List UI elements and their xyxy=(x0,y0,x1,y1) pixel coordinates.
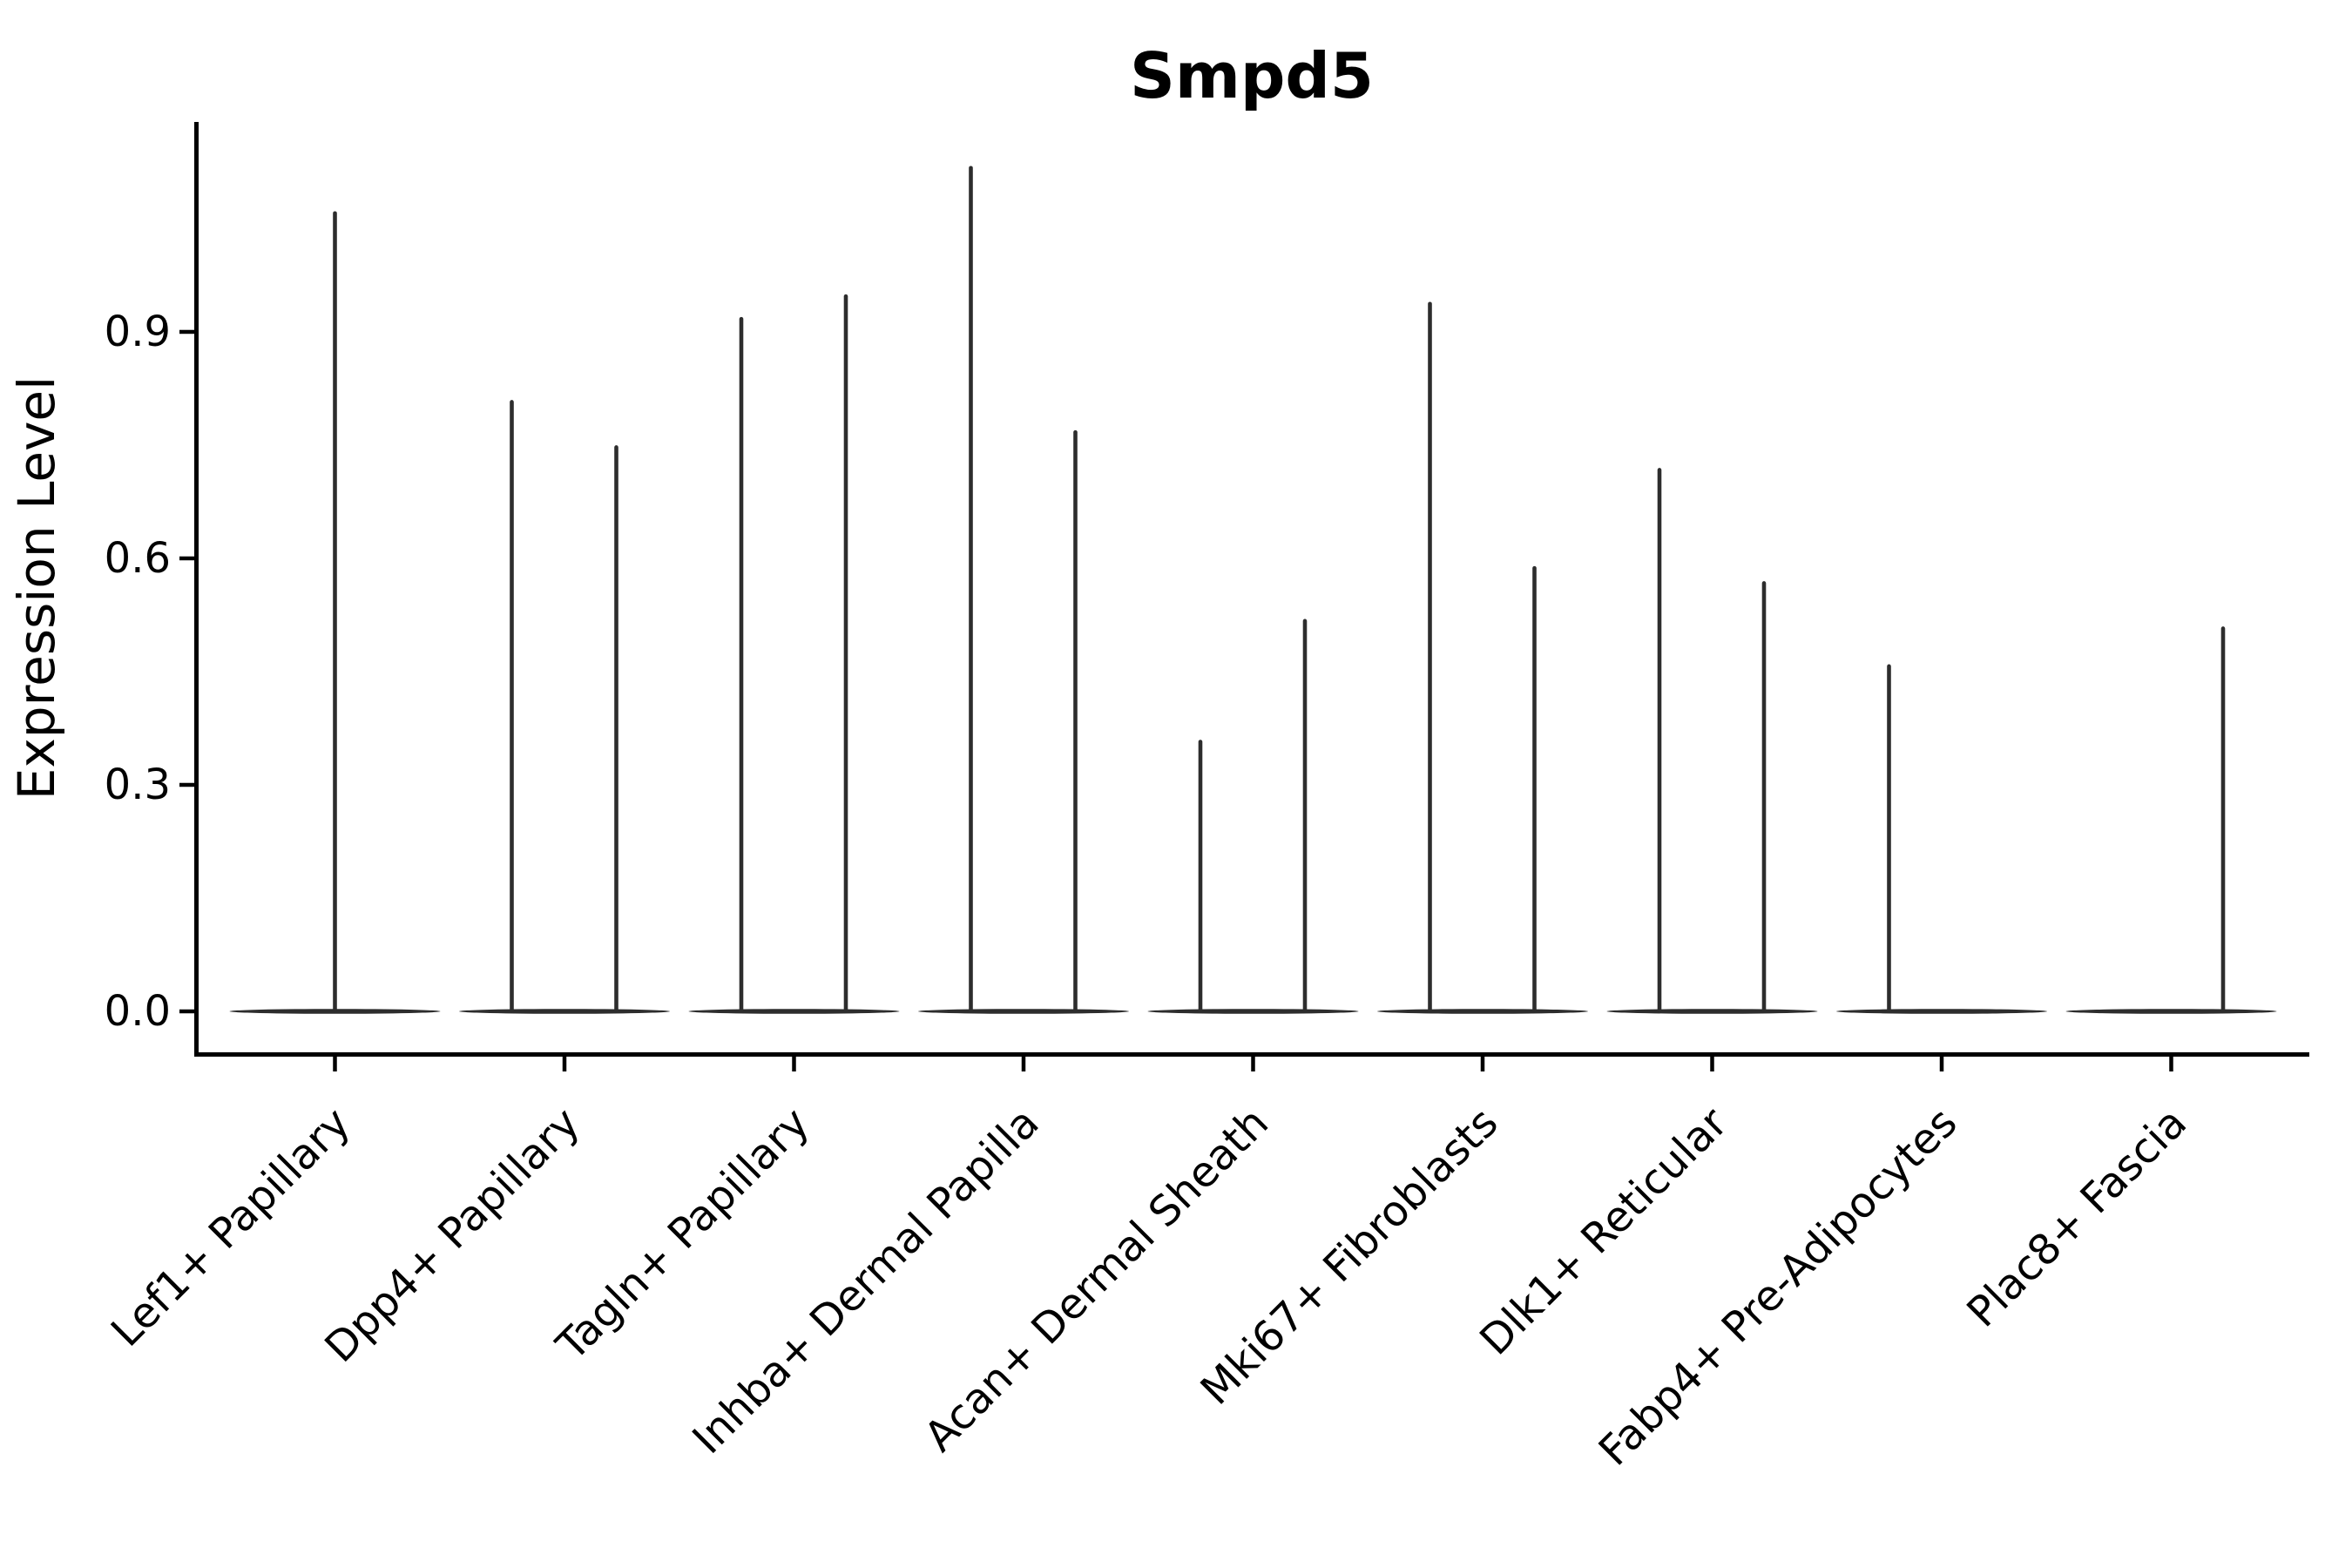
violins-layer xyxy=(229,166,2277,1014)
x-tick-mark xyxy=(1710,1057,1714,1071)
x-tick-label: Dlk1+ Reticular xyxy=(1470,1098,1737,1365)
violin-9 xyxy=(2065,626,2277,1014)
violin-4 xyxy=(918,166,1129,1014)
violin-7 xyxy=(1606,468,1818,1014)
violin-6 xyxy=(1377,301,1588,1014)
x-tick-mark xyxy=(1021,1057,1026,1071)
y-tick-label: 0.9 xyxy=(105,308,171,356)
violin-base xyxy=(688,1009,900,1014)
y-tick-mark xyxy=(179,556,194,561)
axes-layer xyxy=(179,122,2309,1071)
violin-2 xyxy=(459,400,670,1014)
y-tick-mark xyxy=(179,1009,194,1014)
x-tick-mark xyxy=(1480,1057,1485,1071)
chart-title: Smpd5 xyxy=(1130,39,1374,112)
y-tick-label: 0.6 xyxy=(105,534,171,583)
violin-base xyxy=(2065,1009,2277,1014)
x-axis-spine xyxy=(194,1052,2309,1057)
x-tick-label: Tagln+ Papillary xyxy=(547,1098,819,1370)
violin-8 xyxy=(1836,664,2047,1014)
x-tick-mark xyxy=(792,1057,796,1071)
y-tick-label: 0.3 xyxy=(105,760,171,809)
x-tick-mark xyxy=(562,1057,567,1071)
x-tick-mark xyxy=(333,1057,337,1071)
violin-3 xyxy=(688,294,900,1014)
x-tick-mark xyxy=(1939,1057,1944,1071)
y-axis-label: Expression Level xyxy=(7,376,66,800)
y-axis-spine xyxy=(194,122,199,1057)
violin-5 xyxy=(1147,618,1359,1014)
violin-1 xyxy=(229,211,441,1014)
x-tick-mark xyxy=(2169,1057,2173,1071)
x-tick-label: Lef1+ Papillary xyxy=(102,1098,360,1356)
x-tick-label: Dpp4+ Papillary xyxy=(315,1098,589,1372)
y-tick-mark xyxy=(179,329,194,335)
violin-base xyxy=(1147,1009,1359,1014)
y-tick-mark xyxy=(179,782,194,787)
violin-base xyxy=(918,1009,1129,1014)
violin-base xyxy=(1606,1009,1818,1014)
y-tick-label: 0.0 xyxy=(105,987,171,1036)
violin-base xyxy=(1836,1009,2047,1014)
violin-base xyxy=(1377,1009,1588,1014)
x-tick-mark xyxy=(1251,1057,1255,1071)
violin-base xyxy=(459,1009,670,1014)
x-tick-label: Plac8+ Fascia xyxy=(1957,1098,2196,1337)
